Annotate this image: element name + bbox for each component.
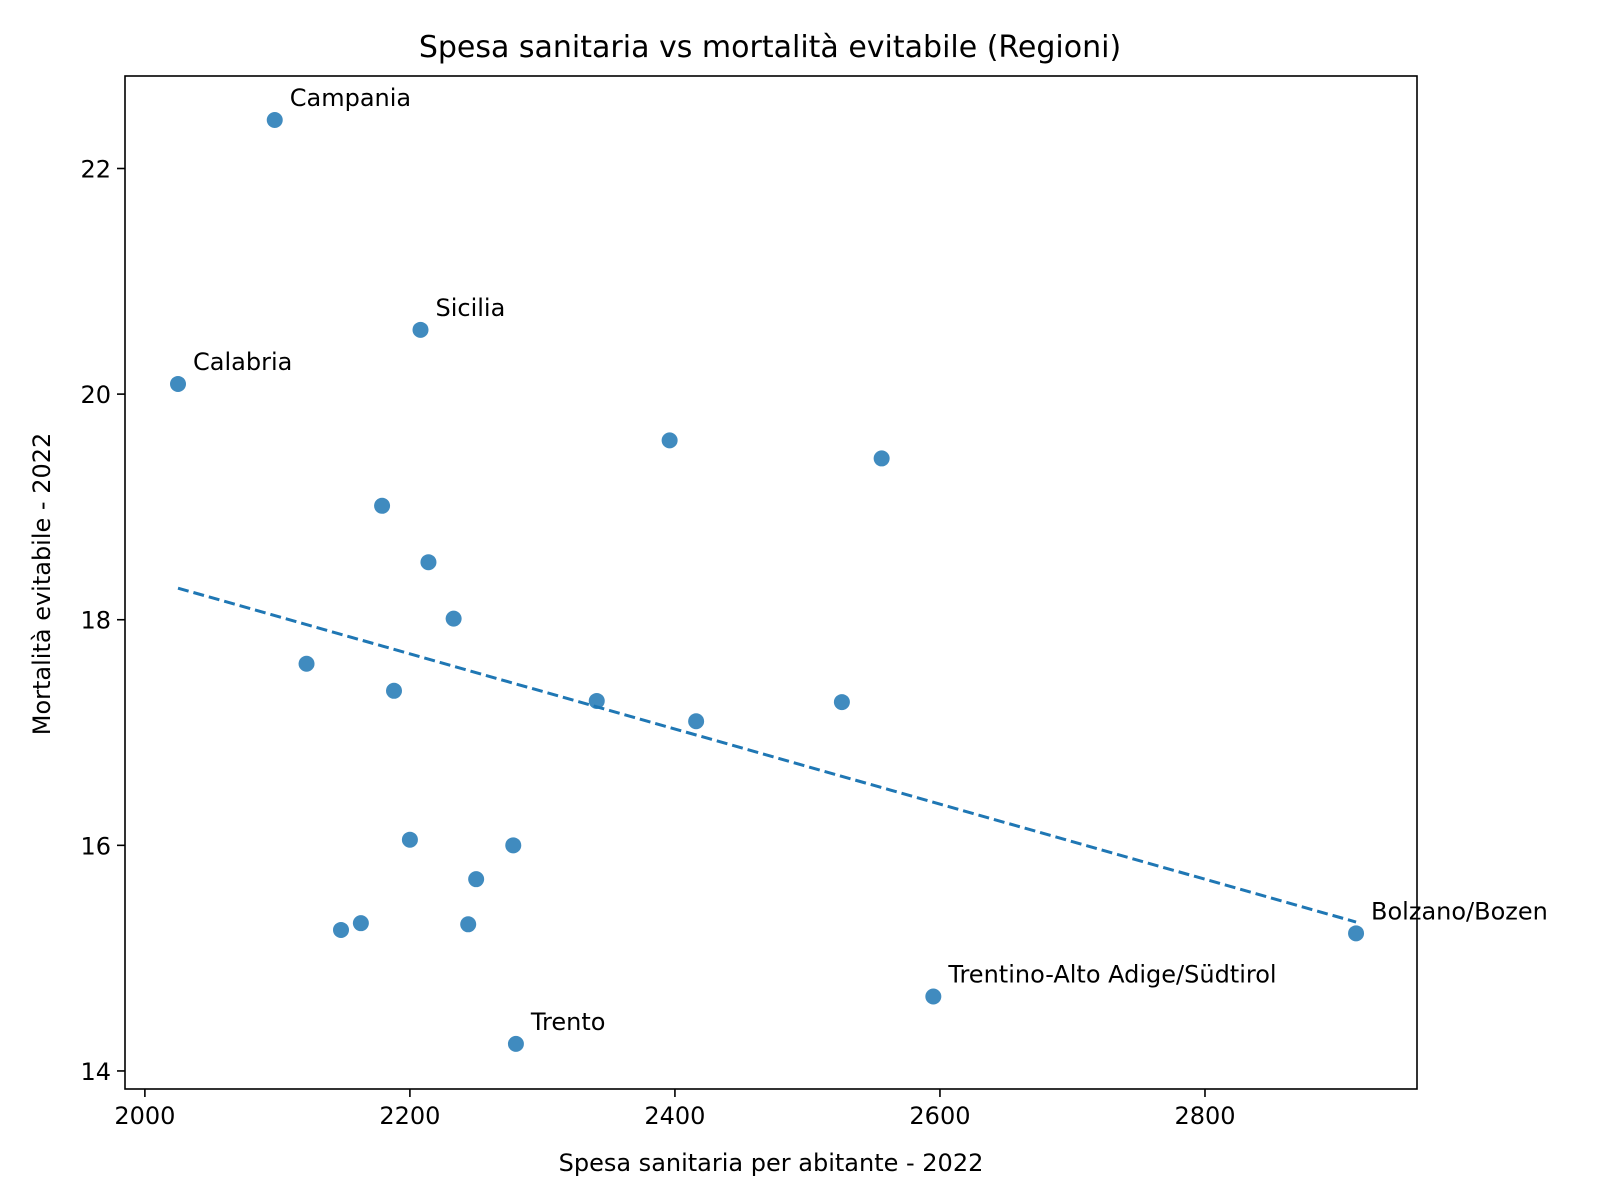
point-label: Sicilia [436, 294, 506, 322]
x-tick-label: 2000 [114, 1102, 175, 1130]
data-point [588, 692, 605, 709]
trend-line-layer [177, 586, 1357, 924]
point-label: Campania [290, 84, 411, 112]
point-label: Calabria [193, 348, 292, 376]
data-point [332, 921, 349, 938]
data-point [386, 682, 403, 699]
y-tick-label: 20 [80, 381, 111, 409]
points-layer [170, 111, 1365, 1052]
x-tick-label: 2800 [1174, 1102, 1235, 1130]
x-ticks-layer: 2000 2200 2400 2600 2800 [114, 1089, 1236, 1130]
plot-frame [124, 75, 1418, 1090]
y-ticks-layer: 14 16 18 20 22 [80, 156, 125, 1086]
data-point [445, 610, 462, 627]
y-tick-label: 22 [80, 156, 111, 184]
data-point [507, 1035, 524, 1052]
point-label: Bolzano/Bozen [1371, 897, 1548, 925]
data-point [266, 111, 283, 128]
data-point [1348, 925, 1365, 942]
point-label: Trentino-Alto Adige/Südtirol [947, 960, 1276, 988]
data-point [420, 554, 437, 571]
x-axis-label: Spesa sanitaria per abitante - 2022 [559, 1149, 984, 1177]
data-point [925, 988, 942, 1005]
data-point [298, 655, 315, 672]
data-point [374, 497, 391, 514]
data-point [505, 837, 522, 854]
data-point [412, 321, 429, 338]
y-tick-label: 18 [80, 607, 111, 635]
point-label: Trento [530, 1008, 606, 1036]
data-point [468, 871, 485, 888]
trend-line [177, 586, 1357, 924]
data-point [352, 915, 369, 932]
data-point [661, 432, 678, 449]
chart-title: Spesa sanitaria vs mortalità evitabile (… [419, 30, 1121, 65]
y-tick-label: 14 [80, 1058, 111, 1086]
data-point [688, 713, 705, 730]
point-labels-layer: Campania Sicilia Calabria Bolzano/Bozen Tren… [193, 84, 1548, 1036]
x-tick-label: 2600 [909, 1102, 970, 1130]
data-point [833, 694, 850, 711]
y-axis-label: Mortalità evitabile - 2022 [28, 433, 56, 736]
x-tick-label: 2200 [379, 1102, 440, 1130]
data-point [170, 375, 187, 392]
data-point [873, 450, 890, 467]
data-point [460, 916, 477, 933]
y-tick-label: 16 [80, 832, 111, 860]
x-tick-label: 2400 [644, 1102, 705, 1130]
data-point [401, 831, 418, 848]
